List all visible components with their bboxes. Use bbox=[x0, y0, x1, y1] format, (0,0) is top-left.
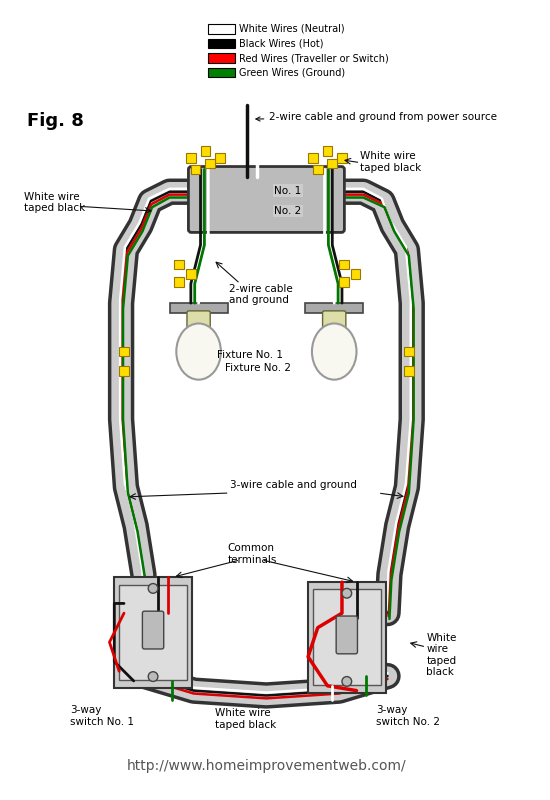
FancyBboxPatch shape bbox=[336, 616, 358, 654]
Text: No. 1: No. 1 bbox=[274, 186, 301, 196]
Text: Green Wires (Ground): Green Wires (Ground) bbox=[239, 67, 345, 78]
FancyBboxPatch shape bbox=[142, 611, 164, 649]
Text: 3-wire cable and ground: 3-wire cable and ground bbox=[229, 481, 356, 490]
Circle shape bbox=[342, 677, 351, 686]
Text: Fig. 8: Fig. 8 bbox=[27, 112, 84, 130]
Text: 3-way
switch No. 1: 3-way switch No. 1 bbox=[70, 705, 134, 726]
FancyBboxPatch shape bbox=[189, 166, 344, 233]
Text: http://www.homeimprovementweb.com/: http://www.homeimprovementweb.com/ bbox=[126, 759, 406, 773]
Text: No. 2: No. 2 bbox=[274, 206, 301, 216]
Text: White wire
taped black: White wire taped black bbox=[215, 708, 276, 730]
FancyBboxPatch shape bbox=[119, 585, 187, 681]
Text: Fixture No. 2: Fixture No. 2 bbox=[225, 363, 291, 373]
Ellipse shape bbox=[177, 323, 221, 380]
Ellipse shape bbox=[312, 323, 356, 380]
Bar bbox=[305, 303, 364, 313]
Bar bbox=[208, 38, 235, 48]
Text: White
wire
taped
black: White wire taped black bbox=[426, 633, 456, 678]
Circle shape bbox=[342, 589, 351, 598]
Text: Common
terminals: Common terminals bbox=[228, 543, 277, 565]
FancyBboxPatch shape bbox=[323, 311, 346, 330]
Circle shape bbox=[148, 672, 158, 682]
Text: White wire
taped black: White wire taped black bbox=[24, 192, 85, 214]
Text: Fixture No. 1: Fixture No. 1 bbox=[217, 350, 283, 360]
Bar bbox=[208, 68, 235, 78]
FancyBboxPatch shape bbox=[114, 577, 192, 688]
Circle shape bbox=[148, 583, 158, 594]
Bar bbox=[208, 53, 235, 63]
Text: Black Wires (Hot): Black Wires (Hot) bbox=[239, 38, 324, 49]
Text: Red Wires (Traveller or Switch): Red Wires (Traveller or Switch) bbox=[239, 53, 389, 63]
Bar bbox=[169, 303, 228, 313]
FancyBboxPatch shape bbox=[308, 582, 386, 693]
Bar bbox=[208, 24, 235, 34]
FancyBboxPatch shape bbox=[313, 590, 381, 686]
Text: White wire
taped black: White wire taped black bbox=[360, 151, 422, 173]
Text: White Wires (Neutral): White Wires (Neutral) bbox=[239, 24, 345, 34]
FancyBboxPatch shape bbox=[187, 311, 210, 330]
Text: 2-wire cable
and ground: 2-wire cable and ground bbox=[229, 284, 293, 306]
Text: 3-way
switch No. 2: 3-way switch No. 2 bbox=[376, 705, 440, 726]
Text: 2-wire cable and ground from power source: 2-wire cable and ground from power sourc… bbox=[256, 112, 497, 122]
